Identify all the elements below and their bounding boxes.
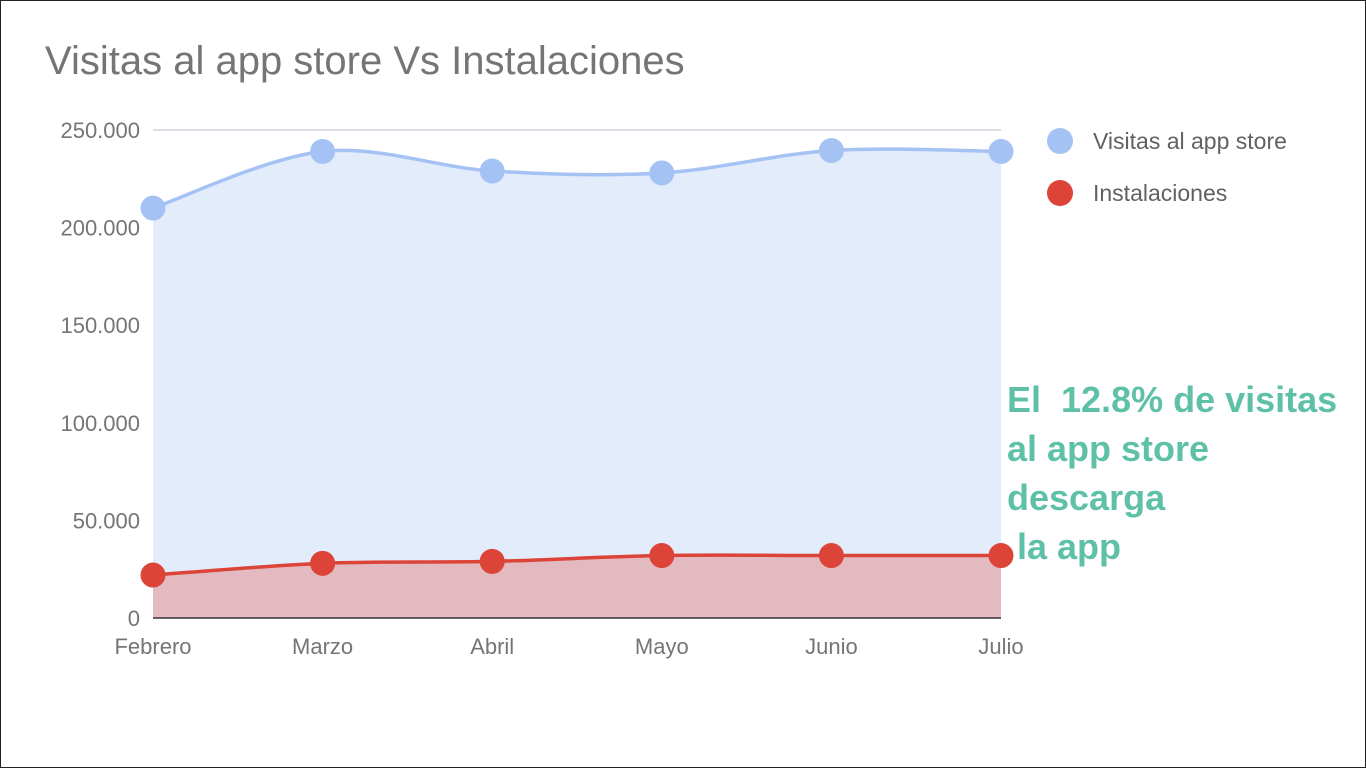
- data-point-0-1: [310, 138, 336, 164]
- x-tick-label: Julio: [978, 634, 1023, 659]
- legend: Visitas al app store Instalaciones: [1047, 115, 1287, 219]
- legend-marker: [1047, 180, 1073, 206]
- y-tick-label: 50.000: [73, 508, 140, 533]
- legend-item: Visitas al app store: [1047, 115, 1287, 167]
- annotation-line: El 12.8% de visitas: [1007, 379, 1338, 420]
- x-tick-label: Mayo: [635, 634, 689, 659]
- legend-label: Visitas al app store: [1093, 127, 1287, 154]
- data-point-0-2: [479, 158, 505, 184]
- legend-marker: [1047, 128, 1073, 154]
- x-tick-label: Junio: [805, 634, 858, 659]
- series-area-0: [153, 149, 1001, 618]
- series-line-0: [152, 147, 1002, 210]
- chart-title: Visitas al app store Vs Instalaciones: [45, 39, 685, 83]
- data-point-1-5: [988, 543, 1014, 569]
- y-tick-label: 250.000: [60, 118, 140, 143]
- legend-label: Instalaciones: [1093, 179, 1228, 206]
- data-point-1-3: [649, 543, 675, 569]
- data-point-1-4: [818, 543, 844, 569]
- data-point-1-0: [140, 562, 166, 588]
- y-tick-label: 100.000: [60, 411, 140, 436]
- annotation-line: la app: [1007, 526, 1122, 567]
- y-tick-label: 200.000: [60, 216, 140, 241]
- y-tick-label: 0: [128, 606, 140, 631]
- data-point-0-5: [988, 138, 1014, 164]
- annotation-line: descarga: [1007, 477, 1166, 518]
- data-point-0-0: [140, 195, 166, 221]
- data-point-0-4: [818, 137, 844, 163]
- series-line-1: [152, 553, 1001, 577]
- x-tick-label: Febrero: [114, 634, 191, 659]
- chart-annotation: El 12.8% de visitas al app store descarga …: [1007, 375, 1337, 571]
- data-point-0-3: [649, 160, 675, 186]
- y-tick-label: 150.000: [60, 313, 140, 338]
- x-tick-label: Abril: [470, 634, 514, 659]
- x-tick-label: Marzo: [292, 634, 353, 659]
- legend-item: Instalaciones: [1047, 167, 1287, 219]
- data-point-1-2: [479, 548, 505, 574]
- data-point-1-1: [310, 550, 336, 576]
- series-area-1: [153, 555, 1001, 618]
- annotation-line: al app store: [1007, 428, 1210, 469]
